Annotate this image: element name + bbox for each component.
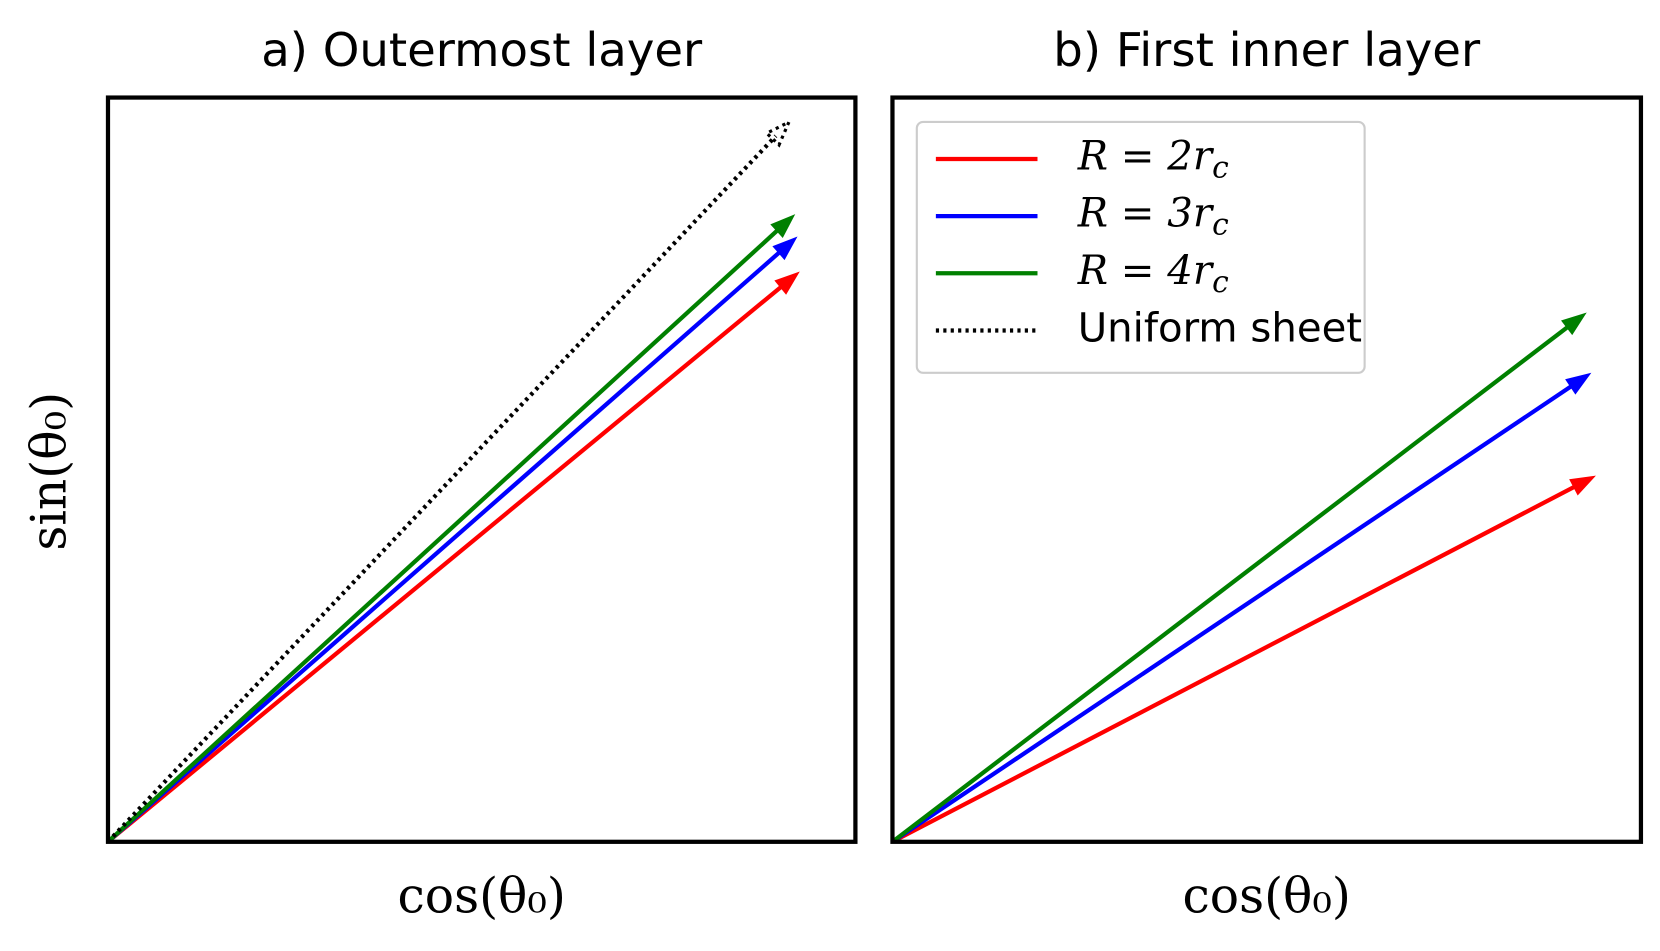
arrow-head [770, 214, 796, 239]
arrow [891, 312, 1587, 844]
arrow-shaft [106, 134, 778, 844]
arrow [106, 214, 796, 844]
legend-label: R = 4rc [1077, 248, 1229, 299]
arrow-head [763, 118, 793, 148]
arrow-shaft [106, 282, 786, 844]
legend-box [915, 120, 1366, 374]
arrow [106, 118, 793, 844]
axes-frame [105, 95, 858, 844]
arrow [891, 372, 1592, 844]
chart-title: b) First inner layer [1053, 23, 1481, 77]
arrow-head [772, 236, 798, 261]
legend-label: R = 2rc [1077, 133, 1229, 184]
arrow-head [774, 271, 800, 295]
legend-label: R = 3rc [1077, 191, 1229, 242]
chart-title: a) Outermost layer [261, 23, 703, 77]
arrow-shaft [106, 248, 784, 844]
arrow-shaft [891, 483, 1579, 844]
arrow-shaft [891, 323, 1572, 844]
arrow-head [1561, 312, 1587, 336]
x-axis-label: cos(θ₀) [1183, 869, 1351, 925]
arrow-shaft [106, 226, 782, 844]
arrow [106, 236, 798, 844]
legend-label: Uniform sheet [1078, 305, 1362, 351]
arrow-head [1565, 372, 1592, 395]
y-axis-label: sin(θ₀) [22, 392, 78, 551]
arrow [891, 475, 1596, 844]
arrow-shaft [891, 382, 1576, 844]
x-axis-label: cos(θ₀) [398, 869, 566, 925]
arrow [106, 271, 800, 844]
arrow-head [1569, 475, 1596, 496]
axes-frame [890, 95, 1644, 844]
